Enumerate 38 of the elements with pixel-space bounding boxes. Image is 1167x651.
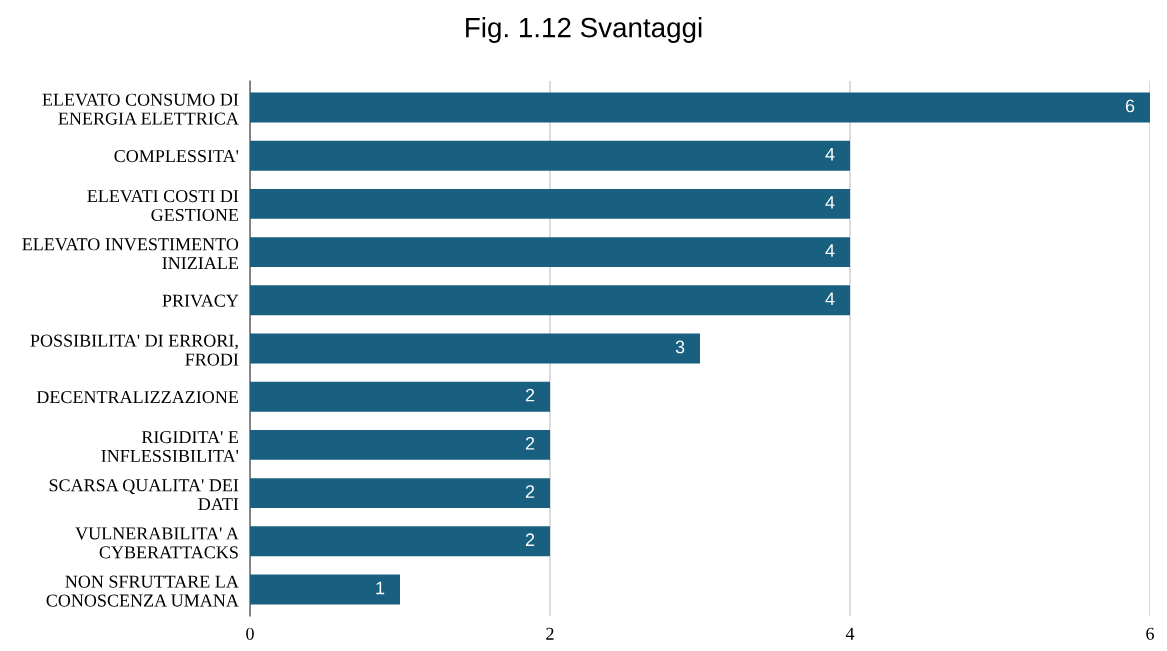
bar <box>250 478 550 509</box>
x-tick-label: 4 <box>845 627 855 640</box>
y-tick-label: SCARSA QUALITA' DEI DATI <box>49 479 239 511</box>
data-label: 4 <box>825 196 835 209</box>
data-label: 4 <box>825 244 835 257</box>
data-label: 2 <box>525 533 535 546</box>
y-tick-label: ELEVATI COSTI DI GESTIONE <box>87 190 239 222</box>
y-tick-label: COMPLESSITA' <box>114 150 239 163</box>
bar <box>250 92 1150 123</box>
bar <box>250 188 850 219</box>
bar <box>250 526 550 557</box>
bar <box>250 381 550 412</box>
x-tick-label: 6 <box>1146 627 1154 640</box>
bar <box>250 574 400 605</box>
data-label: 4 <box>825 147 835 161</box>
data-label: 6 <box>1125 99 1135 113</box>
x-tick-label: 0 <box>246 627 254 640</box>
y-tick-label: PRIVACY <box>162 294 239 307</box>
bar <box>250 140 850 171</box>
y-tick-label: NON SFRUTTARE LA CONOSCENZA UMANA <box>46 575 239 607</box>
bar <box>250 429 550 460</box>
y-tick-label: VULNERABILITA' A CYBERATTACKS <box>75 527 239 559</box>
bar <box>250 285 850 316</box>
x-tick-label: 2 <box>546 627 554 640</box>
data-label: 2 <box>525 436 535 450</box>
y-tick-label: DECENTRALIZZAZIONE <box>36 391 238 404</box>
y-tick-label: POSSIBILITA' DI ERRORI, FRODI <box>30 334 239 366</box>
chart-title: Fig. 1.12 Svantaggi <box>466 17 702 43</box>
data-label: 2 <box>525 388 535 402</box>
data-label: 3 <box>675 340 685 354</box>
y-tick-label: ELEVATO INVESTIMENTO INIZIALE <box>22 238 239 270</box>
data-label: 4 <box>825 292 835 305</box>
data-label: 2 <box>525 485 535 498</box>
y-tick-label: ELEVATO CONSUMO DI ENERGIA ELETTRICA <box>42 93 239 125</box>
data-label: 1 <box>376 581 385 595</box>
bar <box>250 333 700 364</box>
y-tick-label: RIGIDITA' E INFLESSIBILITA' <box>101 431 239 463</box>
bar <box>250 237 850 268</box>
